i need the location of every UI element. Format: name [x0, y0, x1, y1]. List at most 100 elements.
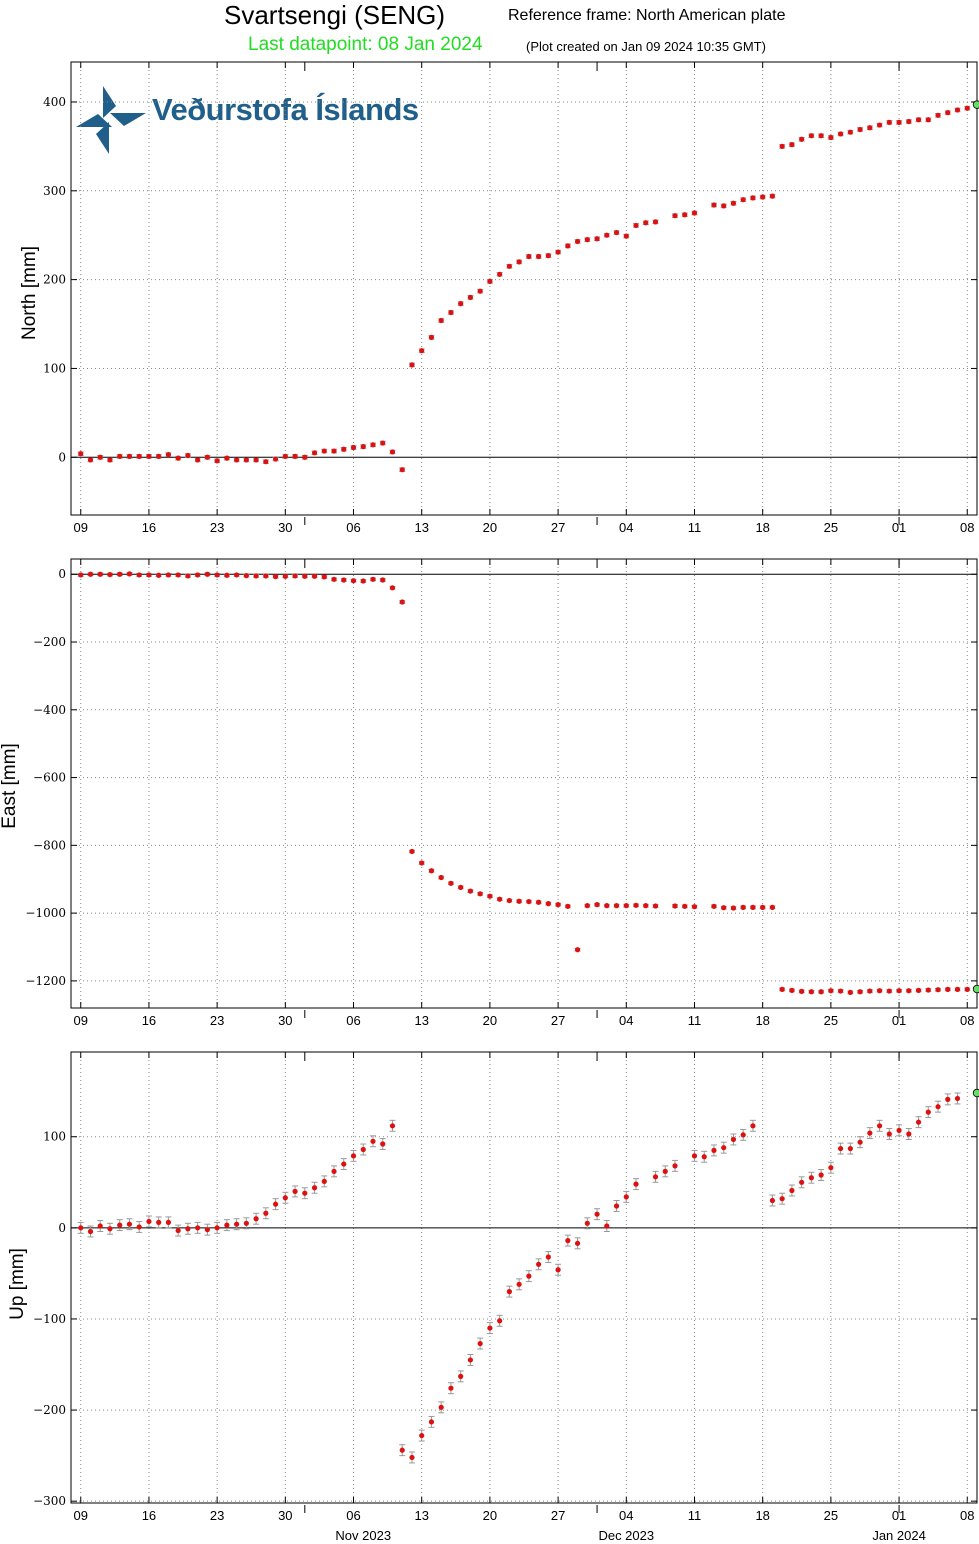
data-point — [584, 903, 590, 909]
data-point — [799, 136, 805, 142]
data-point — [302, 454, 308, 460]
data-point — [292, 453, 298, 459]
data-point — [945, 110, 951, 116]
data-point — [136, 572, 142, 578]
plot-created-label: (Plot created on Jan 09 2024 10:35 GMT) — [526, 39, 766, 54]
data-point — [214, 458, 220, 464]
data-point — [126, 1221, 133, 1227]
data-point — [740, 1132, 746, 1138]
data-point — [682, 212, 688, 218]
x-tick-label: 08 — [960, 1508, 974, 1523]
data-point — [87, 1228, 94, 1235]
data-point — [906, 988, 912, 994]
data-point — [477, 1340, 483, 1347]
data-point — [419, 348, 425, 354]
data-point — [87, 571, 94, 577]
data-point — [156, 1219, 162, 1225]
data-point — [565, 903, 571, 909]
data-point — [896, 988, 902, 994]
data-point — [341, 446, 347, 452]
data-point — [311, 573, 318, 579]
data-point — [799, 1179, 805, 1185]
data-point — [195, 572, 201, 578]
x-tick-label: 16 — [142, 1013, 156, 1028]
y-tick-label: 0 — [58, 567, 66, 581]
data-point — [331, 448, 337, 454]
reference-frame-label: Reference frame: North American plate — [508, 7, 786, 24]
data-point — [643, 903, 649, 909]
data-point — [282, 573, 288, 579]
data-point — [565, 1238, 571, 1244]
data-point — [458, 301, 464, 307]
data-point — [272, 574, 279, 580]
data-point — [380, 440, 386, 446]
month-label: Nov 2023 — [335, 1528, 392, 1543]
data-point — [818, 989, 824, 995]
data-point — [477, 891, 483, 897]
data-point — [604, 903, 610, 909]
data-point — [419, 1432, 425, 1439]
data-point — [652, 1174, 659, 1180]
data-point — [935, 112, 941, 118]
data-point — [545, 1254, 551, 1260]
data-point — [292, 1188, 298, 1194]
data-point — [536, 253, 542, 260]
data-point — [545, 253, 551, 259]
data-point — [769, 1197, 776, 1204]
data-point — [847, 1145, 853, 1152]
data-point — [78, 1225, 84, 1231]
data-point — [263, 573, 269, 579]
data-point — [409, 1454, 415, 1461]
data-point — [808, 989, 814, 995]
data-point — [818, 1172, 824, 1178]
x-tick-label: 16 — [142, 520, 156, 535]
data-point — [272, 1201, 279, 1207]
x-tick-label: 23 — [210, 1508, 224, 1523]
data-point — [536, 1261, 542, 1267]
data-point — [185, 573, 191, 579]
data-point — [282, 1195, 288, 1201]
data-point — [438, 874, 444, 881]
data-point — [565, 243, 571, 249]
data-point — [886, 119, 892, 125]
data-point — [818, 133, 824, 139]
data-point — [370, 442, 376, 448]
y-tick-label: −300 — [33, 1494, 66, 1508]
x-tick-label: 25 — [824, 520, 838, 535]
data-point — [750, 195, 756, 201]
data-point — [448, 309, 454, 316]
data-point — [389, 585, 396, 591]
data-point — [857, 1139, 863, 1145]
data-point — [195, 1225, 201, 1231]
data-point — [555, 902, 561, 908]
data-point — [760, 194, 766, 200]
data-point — [370, 1138, 376, 1144]
data-point — [341, 577, 347, 583]
data-point — [954, 107, 961, 113]
data-point — [389, 1123, 396, 1129]
data-point — [876, 1123, 883, 1129]
data-point — [604, 232, 610, 238]
data-point — [126, 571, 133, 577]
data-point — [234, 457, 240, 463]
y-tick-label: 400 — [43, 95, 66, 109]
data-point — [730, 905, 737, 911]
data-point — [574, 947, 581, 953]
data-point — [516, 259, 522, 265]
data-point — [886, 988, 892, 994]
x-tick-label: 06 — [346, 1013, 360, 1028]
data-point — [243, 573, 249, 579]
x-tick-label: 16 — [142, 1508, 156, 1523]
data-point — [925, 987, 931, 993]
data-point — [370, 576, 376, 582]
data-point — [779, 1196, 785, 1202]
plot-frame — [70, 61, 978, 516]
data-point — [243, 457, 249, 463]
data-point — [282, 453, 288, 459]
data-point — [302, 573, 308, 579]
data-point — [672, 213, 678, 219]
y-tick-label: 300 — [43, 184, 66, 198]
data-point — [721, 905, 727, 911]
data-point — [526, 1273, 532, 1279]
data-point — [185, 452, 191, 459]
